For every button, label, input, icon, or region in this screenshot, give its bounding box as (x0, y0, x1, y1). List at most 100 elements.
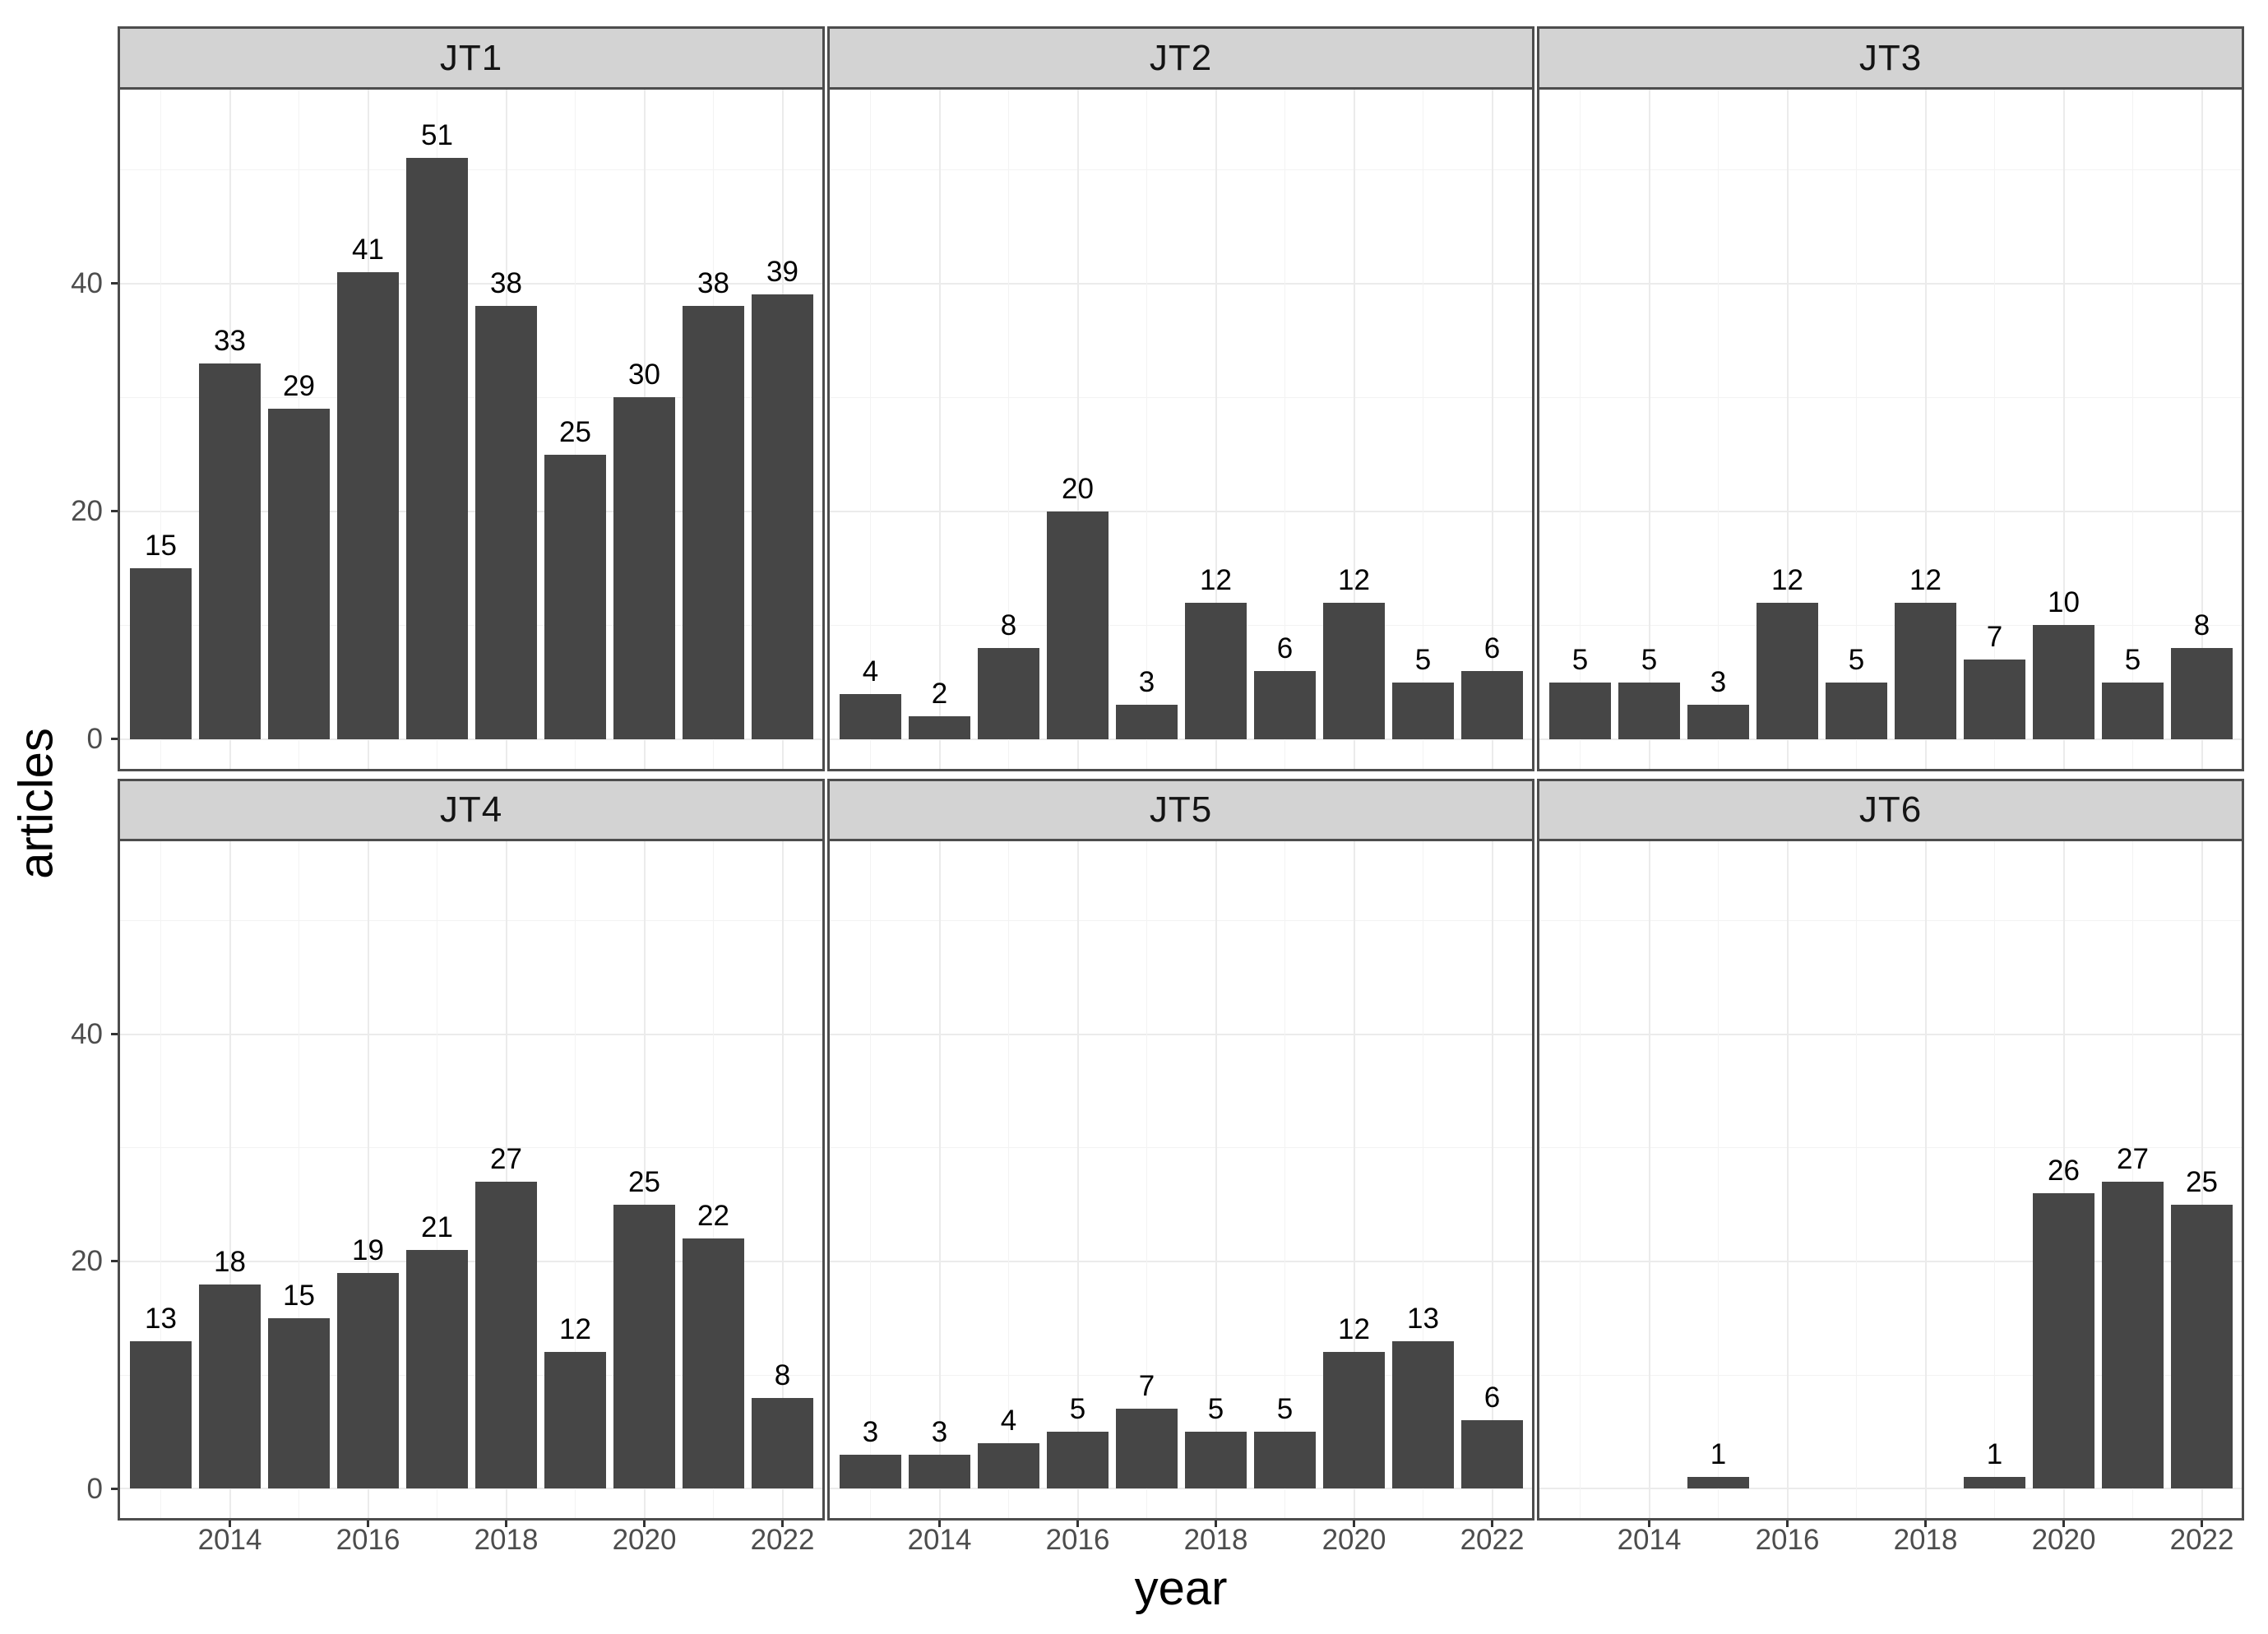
bar-value-label: 12 (1771, 563, 1803, 596)
gridline-x-major (2062, 90, 2065, 769)
panel-plot-region: 4 2 8 20 3 12 6 12 5 6 (830, 90, 1532, 769)
bar-value-label: 27 (490, 1143, 522, 1176)
bar (337, 271, 399, 739)
bar-value-label: 5 (1276, 1393, 1294, 1426)
bar (2171, 1204, 2233, 1489)
x-axis-tick-mark (1786, 1521, 1789, 1527)
gridline-y-minor (830, 920, 1532, 922)
bar-value-label: 25 (559, 415, 591, 448)
facet-panel: 3 3 4 5 7 5 5 12 13 6 (827, 839, 1534, 1521)
bar (1826, 682, 1887, 739)
bar (840, 693, 901, 739)
gridline-x-major (1215, 90, 1217, 769)
y-axis-tick-label: 40 (71, 267, 103, 300)
panel-plot-region: 3 3 4 5 7 5 5 12 13 6 (830, 841, 1532, 1518)
bar (130, 568, 192, 739)
facet-strip: JT3 (1537, 26, 2244, 87)
bar (1964, 1477, 2025, 1489)
x-axis-tick-mark (1648, 1521, 1650, 1527)
bar-value-label: 13 (1407, 1302, 1439, 1335)
bar-value-label: 5 (1207, 1393, 1224, 1426)
panel-plot-region: 15 33 29 41 51 38 25 30 38 39 (120, 90, 822, 769)
gridline-y-major (830, 738, 1532, 740)
gridline-y-major (120, 1033, 822, 1035)
gridline-x-major (643, 841, 646, 1518)
gridline-x-minor (575, 841, 576, 1518)
bar (268, 409, 330, 739)
gridline-y-major (1539, 282, 2242, 285)
x-axis-tick-mark (2062, 1521, 2065, 1527)
bar-value-label: 18 (214, 1245, 246, 1278)
bar (752, 1397, 813, 1489)
gridline-y-major (1539, 738, 2242, 740)
gridline-y-minor (830, 624, 1532, 626)
gridline-x-major (505, 841, 507, 1518)
bar-value-label: 15 (145, 530, 177, 562)
gridline-y-minor (1539, 920, 2242, 922)
facet-panel: 15 33 29 41 51 38 25 30 38 39 (118, 87, 825, 771)
bar-value-label: 3 (1138, 666, 1155, 699)
bar (2033, 625, 2094, 739)
bar (1392, 682, 1454, 739)
bar (613, 1204, 675, 1489)
bar (1757, 602, 1818, 739)
bar (1047, 1432, 1109, 1489)
x-axis-tick-label: 2022 (2169, 1524, 2234, 1556)
bar (1964, 659, 2025, 739)
bar-value-label: 8 (1000, 609, 1017, 642)
gridline-y-major (120, 282, 822, 285)
bar-value-label: 1 (1710, 1438, 1727, 1471)
bar (544, 1352, 606, 1489)
x-axis-tick-mark (505, 1521, 507, 1527)
x-axis-tick-label: 2018 (474, 1524, 539, 1556)
bar (1116, 1409, 1178, 1489)
bar-value-label: 38 (697, 267, 729, 300)
bar-value-label: 12 (1338, 563, 1370, 596)
gridline-x-major (2201, 90, 2203, 769)
bar (909, 1454, 970, 1489)
facet-panel: 13 18 15 19 21 27 12 25 22 8 (118, 839, 825, 1521)
bar (337, 1272, 399, 1489)
bar (2102, 1182, 2164, 1489)
x-axis-tick-label: 2020 (612, 1524, 677, 1556)
bar (1461, 1420, 1523, 1489)
gridline-y-minor (830, 1374, 1532, 1376)
gridline-x-minor (1284, 90, 1285, 769)
gridline-x-major (1924, 90, 1927, 769)
facet-strip: JT6 (1537, 779, 2244, 839)
y-axis-tick-mark (111, 738, 118, 741)
y-axis-tick-mark (111, 1033, 118, 1036)
bar-value-label: 3 (931, 1415, 948, 1448)
x-axis-tick-label: 2014 (907, 1524, 972, 1556)
x-axis-tick-mark (367, 1521, 369, 1527)
gridline-y-major (120, 1260, 822, 1262)
bar-value-label: 12 (1200, 563, 1232, 596)
y-axis-tick-label: 20 (71, 495, 103, 528)
bar-value-label: 1 (1986, 1438, 2003, 1471)
bar (199, 1284, 261, 1489)
x-axis-tick-label: 2020 (1321, 1524, 1386, 1556)
x-axis-tick-label: 2018 (1183, 1524, 1248, 1556)
gridline-x-major (1215, 841, 1217, 1518)
bar (1549, 682, 1611, 739)
gridline-x-major (1076, 90, 1079, 769)
x-axis-tick-label: 2014 (197, 1524, 262, 1556)
gridline-x-major (1353, 841, 1355, 1518)
facet-strip-label: JT1 (439, 37, 503, 78)
bar (1185, 1432, 1247, 1489)
y-axis-tick-label: 20 (71, 1245, 103, 1278)
gridline-x-minor (2132, 841, 2133, 1518)
bar (406, 1250, 468, 1489)
gridline-y-minor (1539, 1374, 2242, 1376)
x-axis-tick-mark (2201, 1521, 2203, 1527)
gridline-y-major (1539, 1033, 2242, 1035)
x-axis-tick-mark (1353, 1521, 1355, 1527)
bar (2171, 648, 2233, 739)
bar (1185, 602, 1247, 739)
gridline-y-minor (120, 396, 822, 398)
bar (1687, 1477, 1749, 1489)
gridline-x-minor (1718, 841, 1719, 1518)
gridline-y-minor (120, 1147, 822, 1149)
gridline-x-major (1786, 841, 1789, 1518)
bar (613, 397, 675, 739)
